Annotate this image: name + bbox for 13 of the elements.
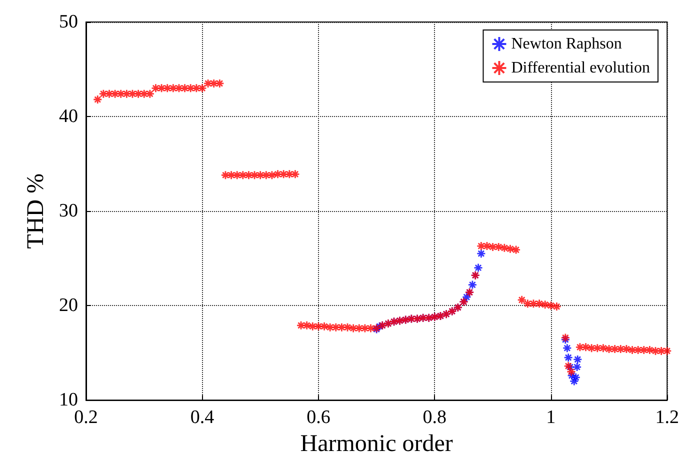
y-tick-label: 20 bbox=[59, 295, 78, 316]
x-tick-label: 1.2 bbox=[655, 407, 679, 428]
x-tick-label: 1 bbox=[546, 407, 556, 428]
y-tick-label: 50 bbox=[59, 12, 78, 32]
legend-label: Newton Raphson bbox=[511, 36, 622, 52]
y-tick-label: 40 bbox=[59, 106, 78, 128]
y-tick-label: 30 bbox=[59, 200, 78, 222]
legend-label: Differential evolution bbox=[511, 60, 650, 76]
x-tick-label: 0.4 bbox=[190, 407, 215, 428]
x-tick-label: 0.6 bbox=[306, 407, 330, 428]
x-axis-title: Harmonic order bbox=[300, 431, 453, 457]
y-axis-title: THD % bbox=[23, 173, 50, 249]
x-tick-label: 0.8 bbox=[422, 407, 447, 428]
